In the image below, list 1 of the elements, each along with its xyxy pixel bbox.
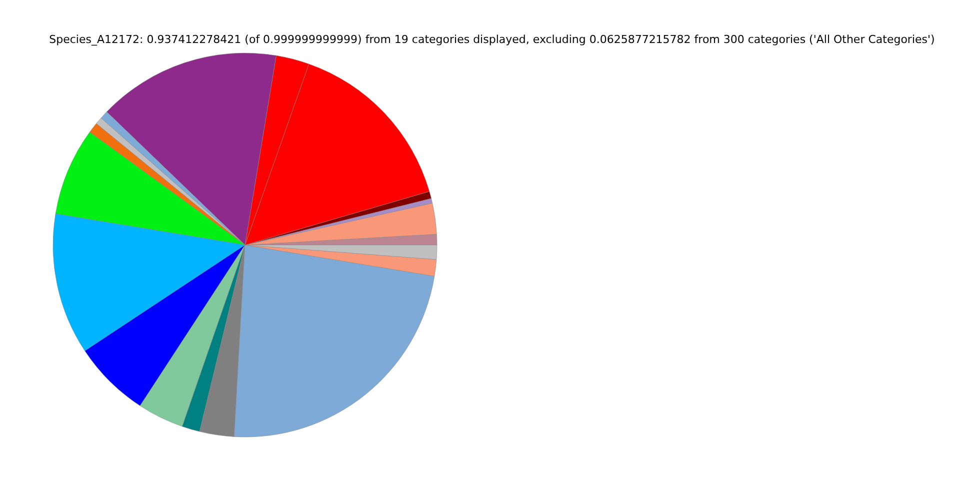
text: Species_A12172: 0.937412278421 (of 0.999999999999) from 19 categories displayed, excluding 0.0625877215782 from 300 categories ('All Other Categories') [48, 33, 936, 46]
